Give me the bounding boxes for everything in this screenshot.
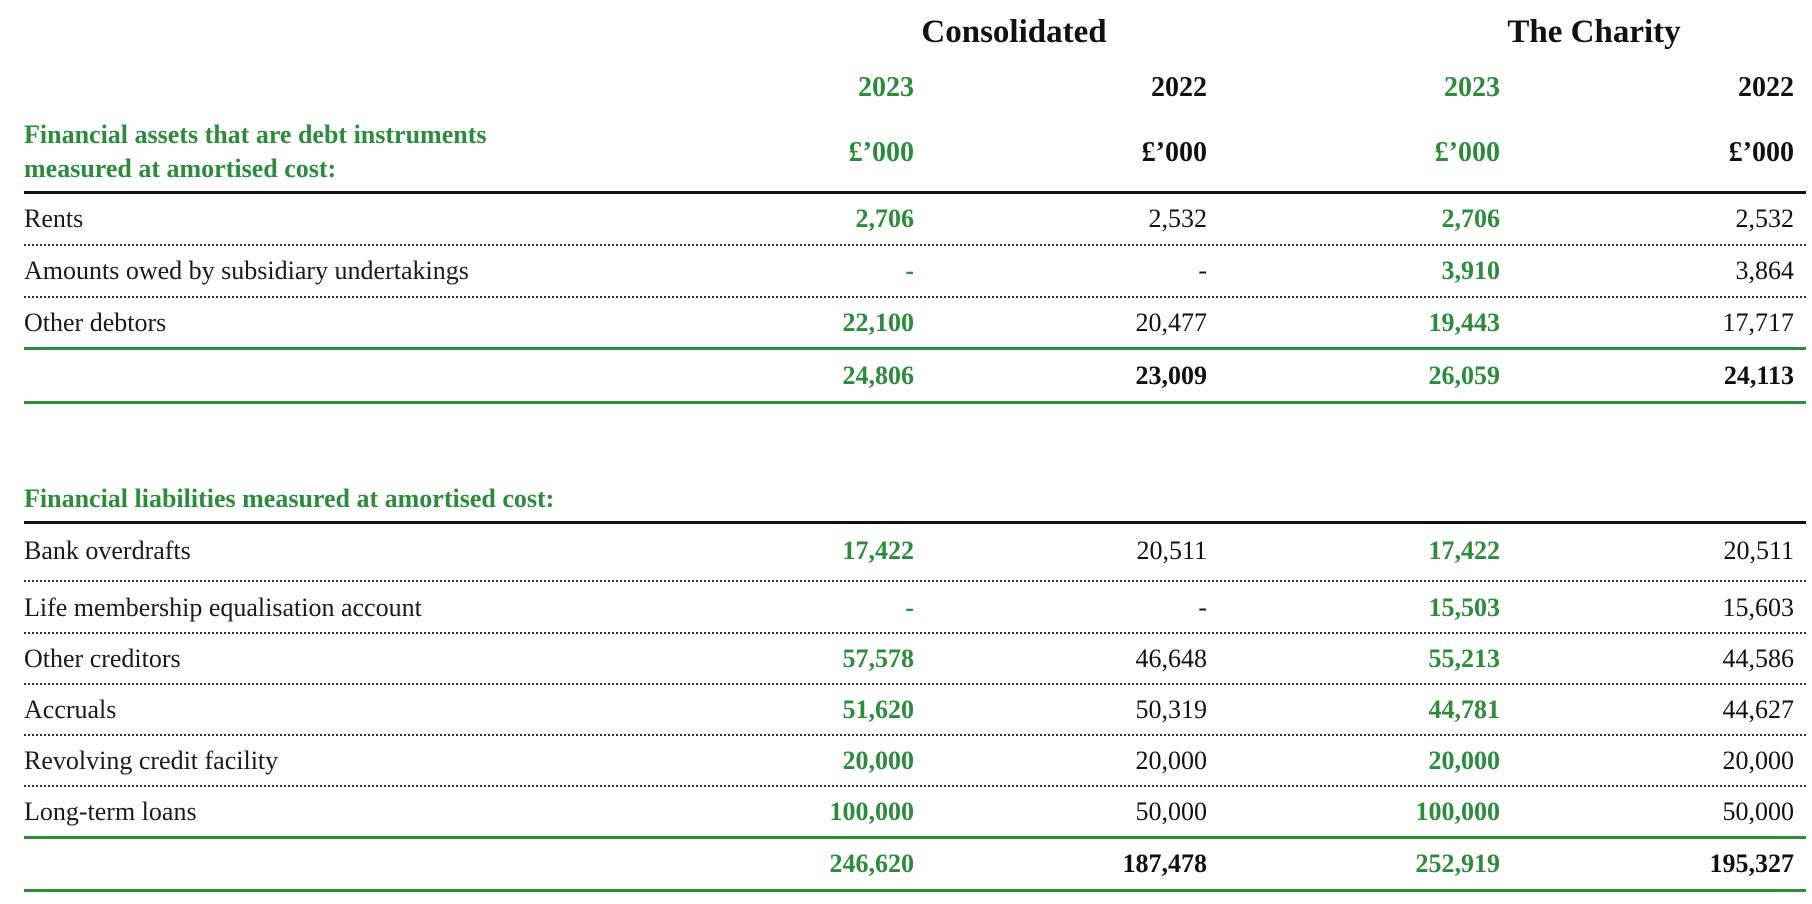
value-consolidated-2022: 2,532 [1148, 204, 1208, 233]
row-label: Other creditors [24, 644, 181, 673]
value-consolidated-2023: 51,620 [842, 695, 915, 724]
total-charity-2023: 252,919 [1415, 849, 1501, 878]
value-consolidated-2022: - [1198, 593, 1207, 622]
value-consolidated-2023: - [905, 256, 914, 285]
table-row: Amounts owed by subsidiary undertakings … [24, 250, 1806, 294]
value-consolidated-2023: 17,422 [842, 536, 915, 565]
row-divider [24, 785, 1806, 787]
total-consolidated-2023: 24,806 [842, 361, 915, 390]
value-consolidated-2022: 20,511 [1136, 536, 1207, 565]
row-label: Long-term loans [24, 797, 197, 826]
value-charity-2022: 15,603 [1722, 593, 1795, 622]
year-consolidated-2023: 2023 [858, 72, 914, 103]
value-charity-2023: 15,503 [1428, 593, 1501, 622]
unit-charity-2023: £’000 [1434, 137, 1500, 168]
value-charity-2023: 2,706 [1441, 204, 1501, 233]
row-label: Life membership equalisation account [24, 593, 422, 622]
unit-consolidated-2023: £’000 [848, 137, 914, 168]
value-charity-2023: 3,910 [1441, 256, 1501, 285]
row-divider [24, 580, 1806, 582]
table-row: Other creditors 57,578 46,648 55,213 44,… [24, 638, 1806, 682]
table-row: Rents 2,706 2,532 2,706 2,532 [24, 198, 1806, 242]
total-consolidated-2022: 187,478 [1122, 849, 1208, 878]
total-charity-2023: 26,059 [1428, 361, 1501, 390]
row-label: Amounts owed by subsidiary undertakings [24, 256, 469, 285]
unit-consolidated-2022: £’000 [1141, 137, 1207, 168]
value-charity-2023: 20,000 [1428, 746, 1501, 775]
table-row: Other debtors 22,100 20,477 19,443 17,71… [24, 302, 1806, 346]
value-charity-2022: 3,864 [1735, 256, 1795, 285]
value-charity-2023: 55,213 [1428, 644, 1501, 673]
value-consolidated-2022: 46,648 [1135, 644, 1208, 673]
value-consolidated-2023: 100,000 [829, 797, 915, 826]
value-charity-2023: 100,000 [1415, 797, 1501, 826]
value-charity-2022: 50,000 [1722, 797, 1795, 826]
value-consolidated-2023: - [905, 593, 914, 622]
assets-header-rule [24, 191, 1806, 194]
liabilities-total-bottom-rule [24, 889, 1806, 892]
value-charity-2022: 44,627 [1722, 695, 1795, 724]
value-consolidated-2022: - [1198, 256, 1207, 285]
row-label: Rents [24, 204, 84, 233]
group-title-charity: The Charity [1507, 14, 1681, 50]
value-charity-2022: 44,586 [1722, 644, 1795, 673]
year-charity-2022: 2022 [1738, 72, 1794, 103]
total-charity-2022: 24,113 [1723, 361, 1794, 390]
year-consolidated-2022: 2022 [1151, 72, 1207, 103]
value-charity-2023: 17,422 [1428, 536, 1501, 565]
row-divider [24, 632, 1806, 634]
value-consolidated-2023: 22,100 [842, 308, 915, 337]
row-label: Bank overdrafts [24, 536, 191, 565]
liabilities-header-rule [24, 521, 1806, 524]
total-charity-2022: 195,327 [1709, 849, 1795, 878]
value-consolidated-2023: 2,706 [855, 204, 915, 233]
value-charity-2023: 19,443 [1428, 308, 1501, 337]
row-label: Other debtors [24, 308, 167, 337]
table-row: Long-term loans 100,000 50,000 100,000 5… [24, 791, 1806, 835]
value-consolidated-2023: 20,000 [842, 746, 915, 775]
liabilities-section-heading: Financial liabilities measured at amorti… [24, 484, 555, 513]
row-label: Revolving credit facility [24, 746, 279, 775]
year-charity-2023: 2023 [1444, 72, 1500, 103]
value-consolidated-2022: 20,477 [1135, 308, 1208, 337]
liabilities-total-top-rule [24, 836, 1806, 839]
row-divider [24, 244, 1806, 246]
value-consolidated-2022: 50,319 [1135, 695, 1208, 724]
table-row: Revolving credit facility 20,000 20,000 … [24, 740, 1806, 784]
assets-heading-line-2: measured at amortised cost: [24, 154, 337, 183]
value-consolidated-2023: 57,578 [842, 644, 915, 673]
row-label: Accruals [24, 695, 117, 724]
total-consolidated-2023: 246,620 [829, 849, 915, 878]
assets-heading-line-1: Financial assets that are debt instrumen… [24, 120, 487, 149]
assets-total-row: 24,806 23,009 26,059 24,113 [24, 355, 1806, 399]
value-charity-2023: 44,781 [1428, 695, 1501, 724]
value-consolidated-2022: 50,000 [1135, 797, 1208, 826]
value-charity-2022: 20,511 [1723, 536, 1794, 565]
table-row: Accruals 51,620 50,319 44,781 44,627 [24, 689, 1806, 733]
row-divider [24, 734, 1806, 736]
assets-total-top-rule [24, 347, 1806, 350]
unit-charity-2022: £’000 [1728, 137, 1794, 168]
table-row: Bank overdrafts 17,422 20,511 17,422 20,… [24, 530, 1806, 574]
value-consolidated-2022: 20,000 [1135, 746, 1208, 775]
liabilities-total-row: 246,620 187,478 252,919 195,327 [24, 843, 1806, 887]
assets-total-bottom-rule [24, 401, 1806, 404]
value-charity-2022: 17,717 [1722, 308, 1795, 337]
financial-instruments-table: Consolidated The Charity 2023 2022 2023 … [24, 0, 1806, 904]
row-divider [24, 296, 1806, 298]
value-charity-2022: 2,532 [1735, 204, 1795, 233]
row-divider [24, 683, 1806, 685]
total-consolidated-2022: 23,009 [1135, 361, 1208, 390]
table-row: Life membership equalisation account - -… [24, 587, 1806, 631]
value-charity-2022: 20,000 [1722, 746, 1795, 775]
assets-section-heading: Financial assets that are debt instrumen… [24, 118, 644, 186]
group-title-consolidated: Consolidated [921, 14, 1107, 50]
